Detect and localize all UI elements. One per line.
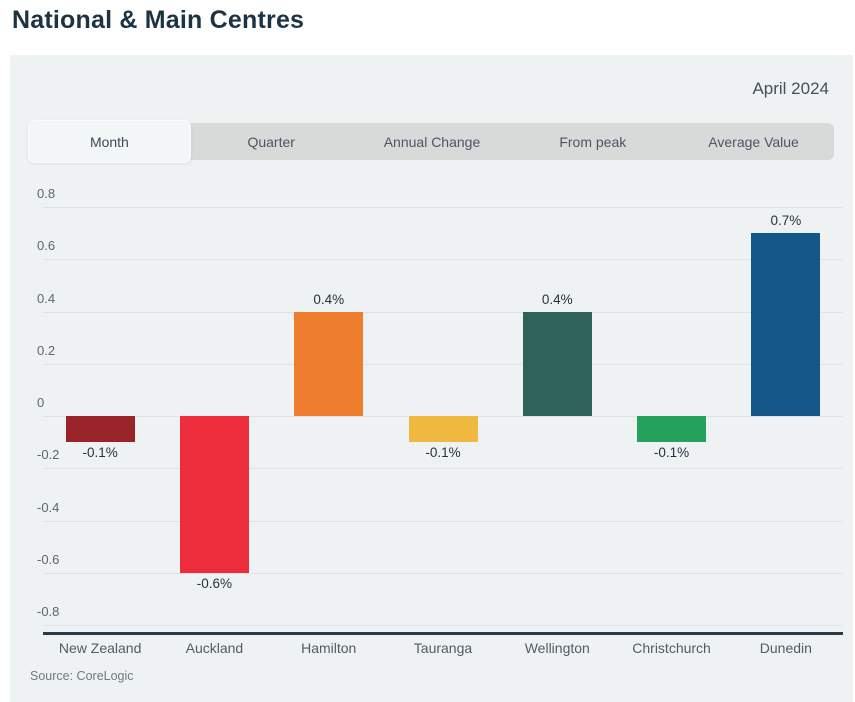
x-tick-label-dunedin: Dunedin [759, 640, 812, 656]
tab-from-peak[interactable]: From peak [559, 133, 627, 150]
gridline [43, 259, 843, 261]
y-tick-label: 0.4 [37, 290, 56, 306]
gridline [43, 625, 843, 626]
y-tick-label: -0.2 [37, 447, 60, 463]
tab-month[interactable]: Month [28, 120, 191, 163]
y-tick-label: 0.2 [37, 342, 56, 358]
x-tick-label-hamilton: Hamilton [301, 640, 357, 656]
date-label: April 2024 [752, 79, 829, 98]
bar-value-label-auckland: -0.6% [196, 575, 233, 591]
bar-value-label-new-zealand: -0.1% [82, 445, 118, 461]
bar-value-label-hamilton: 0.4% [313, 291, 345, 307]
bar-new-zealand[interactable] [65, 416, 135, 443]
bar-tauranga[interactable] [408, 416, 478, 443]
tab-bar: Month Quarter Annual Change From peak Averag… [28, 120, 834, 163]
gridline [43, 468, 843, 470]
bar-value-label-wellington: 0.4% [541, 291, 573, 307]
tab-quarter[interactable]: Quarter [247, 133, 295, 150]
y-tick-label: -0.4 [37, 499, 60, 515]
y-tick-label: -0.6 [37, 551, 60, 567]
gridline [43, 207, 843, 208]
bar-christchurch[interactable] [637, 416, 707, 443]
gridline [43, 311, 843, 313]
x-axis-line [43, 632, 843, 635]
bar-wellington[interactable] [522, 311, 592, 416]
gridline [43, 572, 843, 574]
y-tick-label: 0 [37, 395, 45, 410]
tab-annual-change[interactable]: Annual Change [383, 133, 481, 150]
page-title: National & Main Centres [12, 6, 305, 34]
source-label: Source: CoreLogic [30, 669, 134, 683]
plot-area: 0.8 0.6 0.4 0.2 0 -0.2 -0.4 -0.6 -0.8 -0.1% New Ze… [37, 186, 843, 656]
gridline [43, 363, 843, 365]
x-tick-label-tauranga: Tauranga [413, 640, 473, 656]
bar-hamilton[interactable] [294, 311, 364, 416]
bar-value-label-christchurch: -0.1% [653, 445, 690, 461]
y-tick-label: 0.6 [37, 238, 56, 254]
y-tick-label: -0.8 [37, 604, 60, 619]
x-tick-label-new-zealand: New Zealand [58, 640, 142, 656]
gridline [43, 520, 843, 522]
y-tick-label: 0.8 [37, 186, 56, 201]
bar-auckland[interactable] [179, 416, 249, 573]
x-tick-label-wellington: Wellington [524, 640, 590, 656]
x-tick-label-auckland: Auckland [185, 640, 244, 656]
bar-value-label-dunedin: 0.7% [770, 213, 802, 229]
bar-dunedin[interactable] [751, 233, 821, 416]
chart-panel: April 2024 Month Quarter Annual Change From… [10, 55, 853, 702]
tab-average-value[interactable]: Average Value [708, 133, 799, 150]
bar-value-label-tauranga: -0.1% [425, 445, 461, 461]
x-tick-label-christchurch: Christchurch [632, 640, 711, 656]
